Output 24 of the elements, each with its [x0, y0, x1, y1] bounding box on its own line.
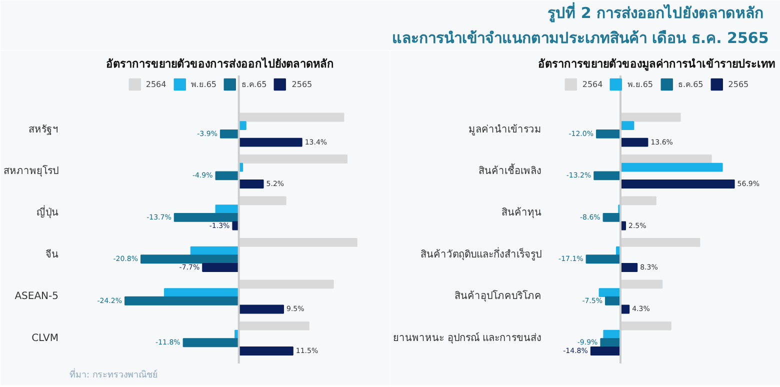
y-tick-label: CLVM [32, 332, 59, 344]
y-tick-label: จีน [46, 248, 58, 260]
legend-label: พ.ย.65 [191, 78, 216, 90]
legend-label: ธ.ค.65 [242, 78, 267, 90]
text: ที่มา: กระทรวงพาณิชย์ [70, 368, 158, 380]
y-tick-label: สหรัฐฯ [28, 124, 58, 136]
y-tick-label: สินค้าทุน [502, 206, 542, 219]
legend-label: 2565 [292, 80, 312, 88]
chart-title: อัตราการขยายตัวของมูลค่าการนำเข้ารายประเทท [538, 58, 775, 72]
y-tick-label: สินค้าอุปโภคบริโภค [454, 289, 542, 302]
legend-label: 2564 [582, 80, 603, 88]
y-tick-label: ญี่ปุ่น [36, 204, 58, 219]
legend-label: 2565 [728, 80, 749, 88]
legend-label: พ.ย.65 [628, 78, 653, 90]
y-tick-label: ASEAN-5 [14, 291, 59, 302]
y-tick-label: สินค้าวัตถุดิบและกึ่งสำเร็จรูป [420, 246, 542, 260]
y-tick-label: มูลค่านำเข้ารวม [468, 123, 542, 136]
legend-label: 2564 [146, 80, 166, 88]
y-tick-label: สินค้าเชื้อเพลิง [478, 163, 542, 177]
legend-label: ธ.ค.65 [678, 78, 704, 90]
y-tick-label: ยานพาหนะ อุปกรณ์ และการขนส่ง [393, 332, 542, 344]
y-tick-label: สหภาพยุโรป [4, 164, 58, 177]
text: รูปที่ 2 การส่งออกไปยังตลาดหลัก และการนำเข้าจำแนกตามประเภทสินค้า เดือน ธ.ค. 2565 [392, 2, 769, 47]
chart-title: อัตราการขยายตัวของการส่งออกไปยังตลาดหลัก [106, 56, 334, 70]
